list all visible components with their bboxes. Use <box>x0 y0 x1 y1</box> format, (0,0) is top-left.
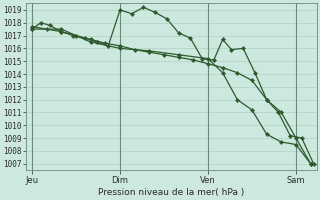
X-axis label: Pression niveau de la mer( hPa ): Pression niveau de la mer( hPa ) <box>98 188 244 197</box>
